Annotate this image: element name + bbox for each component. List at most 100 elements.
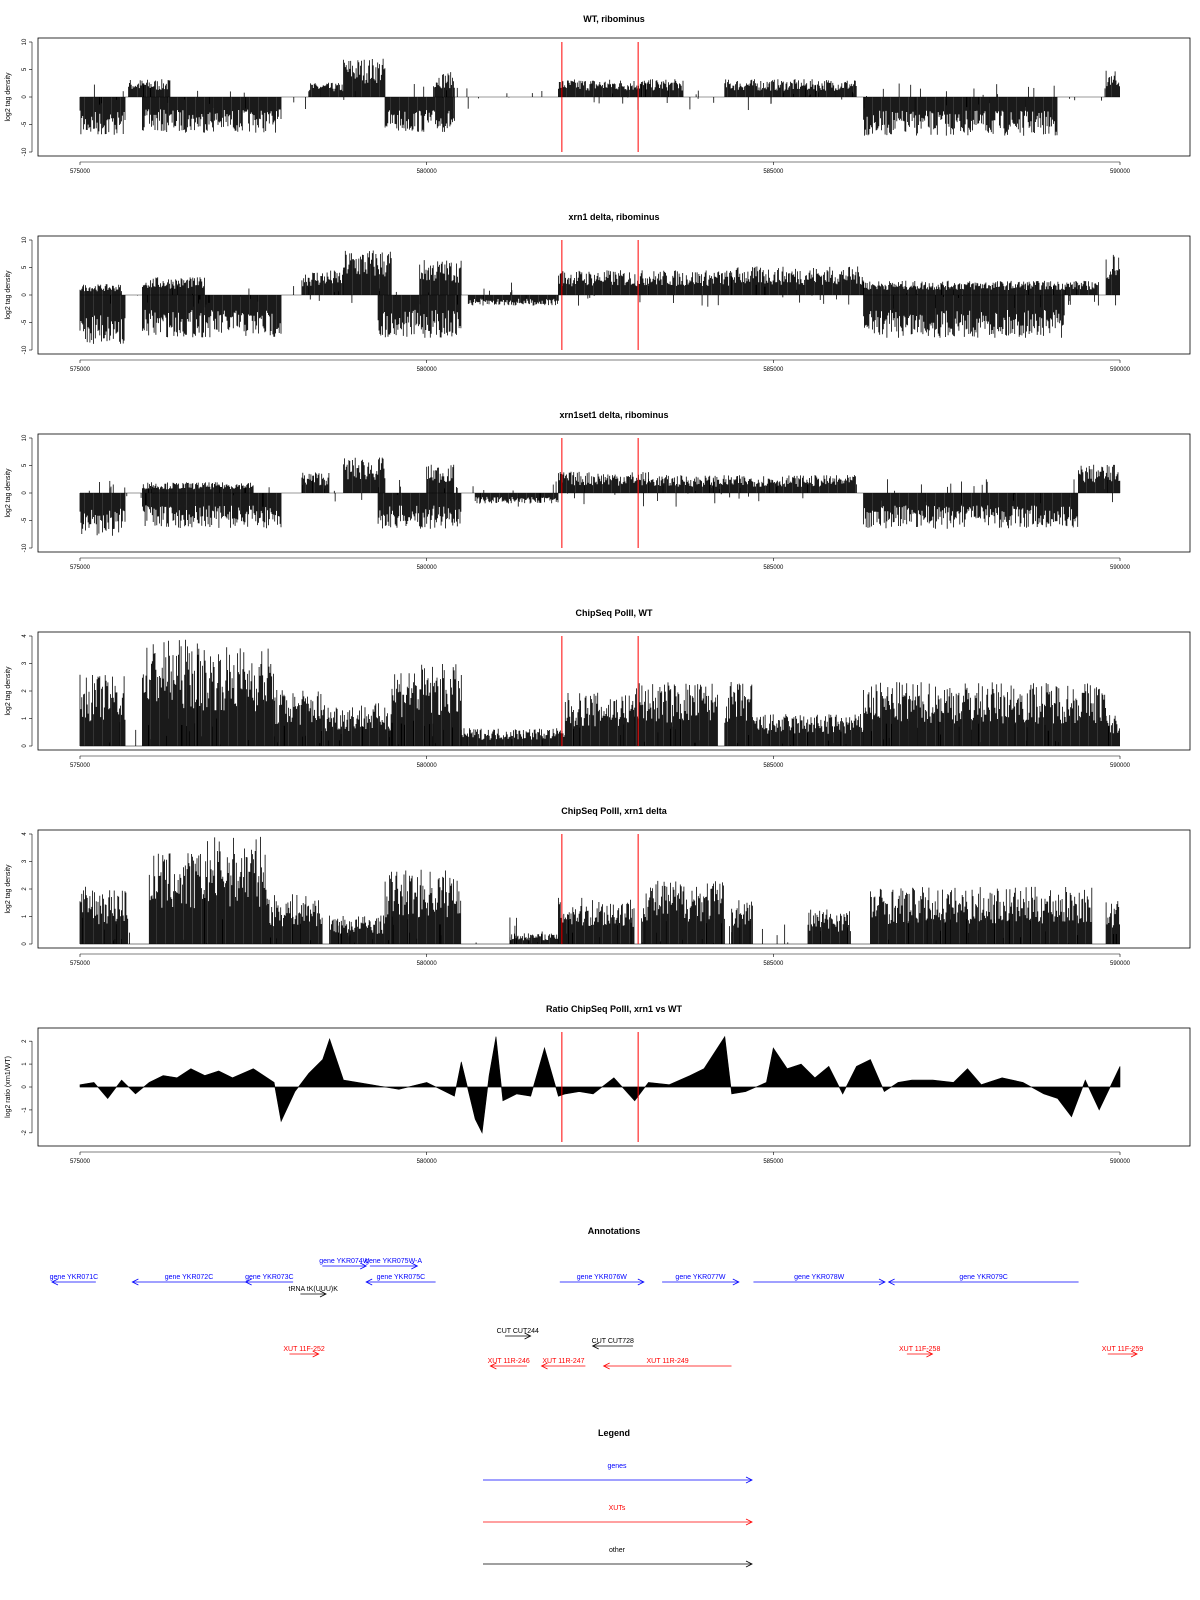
coverage-bars [329,915,385,944]
coverage-segment [197,647,274,746]
y-axis-label: log2 tag density [5,468,12,518]
y-tick-label: 1 [22,914,28,918]
y-tick-label: 3 [22,661,28,665]
coverage-bars [142,639,198,746]
coverage-bars [142,295,282,338]
coverage-bars [301,270,344,295]
feature-genes: gene YKR073C [244,1274,294,1286]
y-tick-label: 5 [22,265,28,269]
feature-xuts: XUT 11R-249 [602,1358,732,1370]
coverage-segment [648,475,857,493]
feature-xuts: XUT 11R-247 [540,1358,586,1370]
chart-panel-3: xrn1set1 delta, ribominus -10 -5 0 5 10 log2 t… [5,410,1191,571]
y-axis-label: log2 tag density [5,72,12,122]
coverage-bars [731,900,753,944]
y-tick-label: 5 [22,67,28,71]
coverage-bars [634,682,718,746]
coverage-segment [79,295,126,344]
y-tick-label: 0 [22,95,28,99]
y-tick-label: 2 [22,1039,28,1043]
coverage-segment [1105,901,1120,944]
annotations-title: Annotations [588,1226,641,1236]
coverage-segment [564,692,635,746]
feature-label: XUT 11F-258 [899,1346,940,1353]
coverage-bars [558,270,649,295]
coverage-bars [1105,70,1120,97]
coverage-segment [142,97,282,133]
coverage-segment [558,897,635,944]
arrow-head [745,1518,753,1526]
coverage-bars [558,897,635,944]
x-tick-label: 585000 [763,763,784,769]
feature-label: gene YKR071C [50,1274,99,1281]
plot-frame [37,433,1191,553]
x-tick-label: 590000 [1110,1159,1131,1165]
coverage-segment [641,880,725,944]
chart-title: xrn1set1 delta, ribominus [559,410,668,420]
feature-label: gene YKR075W-A [365,1258,422,1265]
coverage-bars [426,464,455,493]
coverage-segment [79,674,126,746]
coverage-bars [509,933,558,944]
feature-genes: gene YKR076W [559,1274,645,1286]
feature-other: tRNA tK(UUU)K [289,1286,338,1298]
feature-label: XUT 11F-259 [1102,1346,1143,1353]
y-axis-label: log2 tag density [5,270,12,320]
coverage-bars [79,97,126,135]
arrow-head [524,1332,532,1340]
arrow-head [131,1278,139,1286]
coverage-bars [558,471,649,493]
x-tick-label: 580000 [417,1159,438,1165]
coverage-segment [377,295,462,338]
x-tick-label: 590000 [1110,961,1131,967]
coverage-segment [301,270,344,295]
coverage-bars [641,79,684,97]
arrow-head [745,1560,753,1568]
coverage-segment [1105,254,1120,295]
arrow-head [591,1342,599,1350]
coverage-segment [79,97,126,135]
coverage-segment [322,703,393,746]
coverage-bars [724,79,857,97]
x-tick-label: 575000 [70,961,91,967]
x-tick-label: 585000 [763,367,784,373]
coverage-bars [273,690,323,746]
coverage-bars [79,886,129,944]
coverage-segment [384,869,462,944]
coverage-bars [558,79,642,97]
chart-panel-5: ChipSeq PolII, xrn1 delta 0 1 2 3 4 log2 tag d… [5,806,1191,967]
coverage-segment [724,79,857,97]
legend-title: Legend [598,1428,630,1438]
y-tick-label: -1 [22,1107,28,1113]
coverage-bars [863,97,1058,136]
coverage-bars [1105,254,1120,295]
feature-label: gene YKR075C [377,1274,426,1281]
x-tick-label: 575000 [70,1159,91,1165]
coverage-bars [142,97,282,133]
coverage-bars [377,295,462,338]
feature-xuts: XUT 11F-259 [1102,1346,1143,1358]
feature-label: CUT CUT728 [592,1338,634,1345]
legend-item-other: other [483,1547,753,1568]
x-tick-label: 590000 [1110,565,1131,571]
arrow-head [360,1262,368,1270]
coverage-segment [384,97,455,132]
feature-label: XUT 11R-249 [647,1358,689,1365]
legend: Legend genes XUTs other [483,1428,753,1568]
coverage-bars [467,295,559,306]
coverage-bars [863,295,1065,338]
y-tick-label: -5 [22,121,28,127]
arrow-head [887,1278,895,1286]
y-tick-label: 4 [22,634,28,638]
x-tick-label: 580000 [417,169,438,175]
chart-title: Ratio ChipSeq PolII, xrn1 vs WT [546,1004,683,1014]
arrow-head [244,1278,252,1286]
y-tick-label: 1 [22,1062,28,1066]
coverage-bars [128,79,171,97]
y-tick-label: -2 [22,1130,28,1136]
x-tick-label: 585000 [763,961,784,967]
coverage-bars [460,728,566,746]
coverage-bars [863,682,1106,746]
coverage-segment [1105,715,1120,746]
legend-item-xuts: XUTs [483,1505,753,1526]
